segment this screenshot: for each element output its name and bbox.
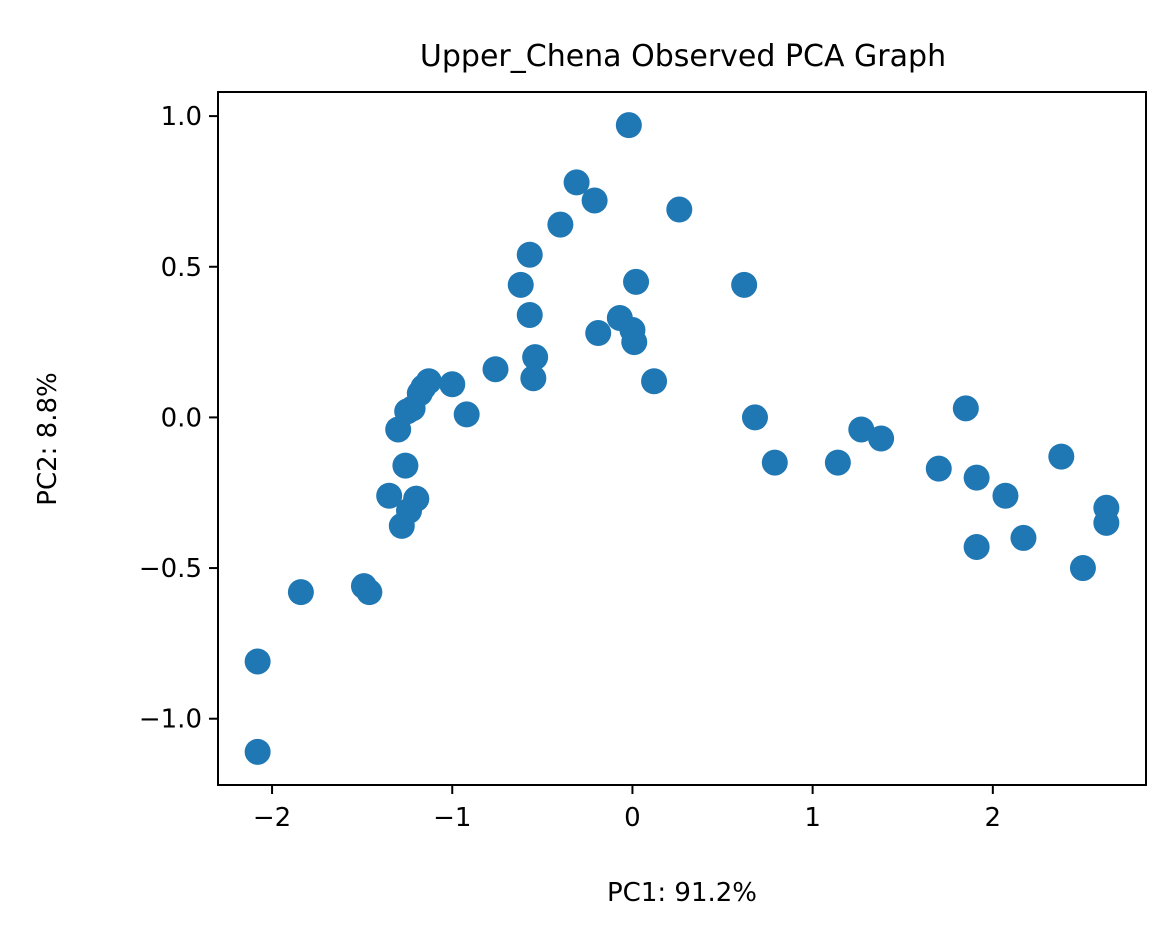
y-tick-label: −1.0: [139, 705, 202, 735]
scatter-point: [547, 211, 574, 238]
scatter-point: [621, 329, 648, 356]
y-tick-label: 1.0: [161, 102, 202, 132]
scatter-point: [520, 365, 547, 392]
y-axis-label: PC2: 8.8%: [33, 372, 63, 505]
scatter-point: [925, 455, 952, 482]
scatter-point: [666, 196, 693, 223]
x-axis-label: PC1: 91.2%: [607, 878, 757, 908]
scatter-point: [1048, 443, 1075, 470]
scatter-point: [244, 738, 271, 765]
scatter-point: [516, 241, 543, 268]
scatter-point: [623, 268, 650, 295]
scatter-point: [992, 482, 1019, 509]
scatter-point: [963, 533, 990, 560]
scatter-point: [376, 482, 403, 509]
scatter-point: [507, 271, 534, 298]
x-tick-label: 0: [624, 803, 641, 833]
scatter-point: [824, 449, 851, 476]
scatter-point: [963, 464, 990, 491]
scatter-point: [641, 368, 668, 395]
y-tick-label: −0.5: [139, 554, 202, 584]
scatter-point: [392, 452, 419, 479]
y-axis-ticks: −1.0 −0.5 0.0 0.5 1.0: [139, 102, 218, 735]
scatter-point: [356, 579, 383, 606]
x-tick-label: −1: [433, 803, 471, 833]
x-axis-ticks: −2 −1 0 1 2: [253, 785, 1001, 833]
scatter-point: [761, 449, 788, 476]
x-tick-label: −2: [253, 803, 291, 833]
scatter-point: [868, 425, 895, 452]
x-tick-label: 2: [985, 803, 1002, 833]
scatter-point: [415, 368, 442, 395]
scatter-point: [581, 187, 608, 214]
scatter-point: [585, 320, 612, 347]
scatter-point: [522, 344, 549, 371]
data-points: [244, 112, 1120, 765]
chart-title: Upper_Chena Observed PCA Graph: [420, 39, 946, 74]
scatter-point: [615, 112, 642, 139]
scatter-point: [1010, 524, 1037, 551]
scatter-point: [482, 356, 509, 383]
scatter-point: [848, 416, 875, 443]
scatter-point: [1093, 509, 1120, 536]
scatter-point: [516, 301, 543, 328]
scatter-point: [1069, 555, 1096, 582]
y-tick-label: 0.0: [161, 403, 202, 433]
scatter-point: [244, 648, 271, 675]
y-tick-label: 0.5: [161, 253, 202, 283]
scatter-point: [439, 371, 466, 398]
scatter-point: [563, 169, 590, 196]
scatter-point: [952, 395, 979, 422]
scatter-point: [403, 485, 430, 512]
scatter-point: [453, 401, 480, 428]
x-tick-label: 1: [804, 803, 821, 833]
scatter-point: [287, 579, 314, 606]
scatter-point: [731, 271, 758, 298]
plot-area-frame: [217, 91, 1147, 786]
scatter-point: [741, 404, 768, 431]
